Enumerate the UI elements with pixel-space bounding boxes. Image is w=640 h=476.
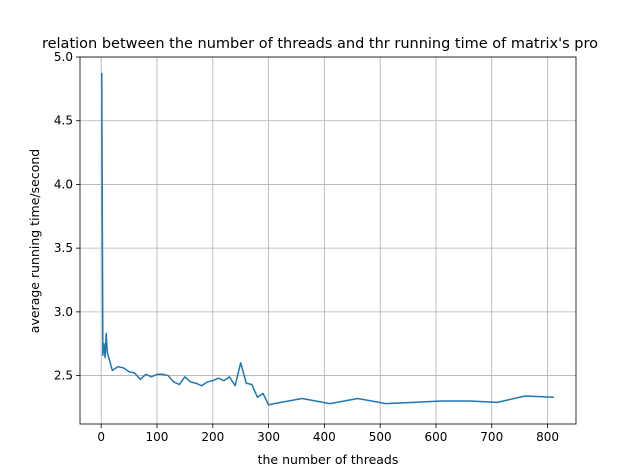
x-tick-label: 0 <box>97 430 105 444</box>
y-tick-label: 3.5 <box>54 241 73 255</box>
y-axis-label: average running time/second <box>27 149 42 333</box>
y-tick-label: 5.0 <box>54 50 73 64</box>
x-tick-label: 400 <box>313 430 336 444</box>
x-tick-label: 600 <box>425 430 448 444</box>
plot-border <box>79 56 577 425</box>
data-series <box>101 72 554 406</box>
x-tick-label: 700 <box>480 430 503 444</box>
y-tick-label: 2.5 <box>54 369 73 383</box>
chart-title: relation between the number of threads a… <box>42 36 598 52</box>
y-tick-label: 4.5 <box>54 114 73 128</box>
grid-lines <box>80 56 576 424</box>
y-tick-label: 4.0 <box>54 177 73 191</box>
axis-ticks: 0 100 200 300 400 500 600 700 800 2.5 3.0 3.5 4.0 4.5… <box>54 50 559 444</box>
plot-frame <box>79 56 577 425</box>
x-tick-label: 100 <box>146 430 169 444</box>
x-tick-label: 300 <box>257 430 280 444</box>
x-tick-label: 800 <box>536 430 559 444</box>
y-tick-label: 3.0 <box>54 305 73 319</box>
x-axis-label: the number of threads <box>258 452 399 467</box>
series-line <box>101 72 554 406</box>
x-tick-label: 200 <box>201 430 224 444</box>
x-tick-label: 500 <box>369 430 392 444</box>
